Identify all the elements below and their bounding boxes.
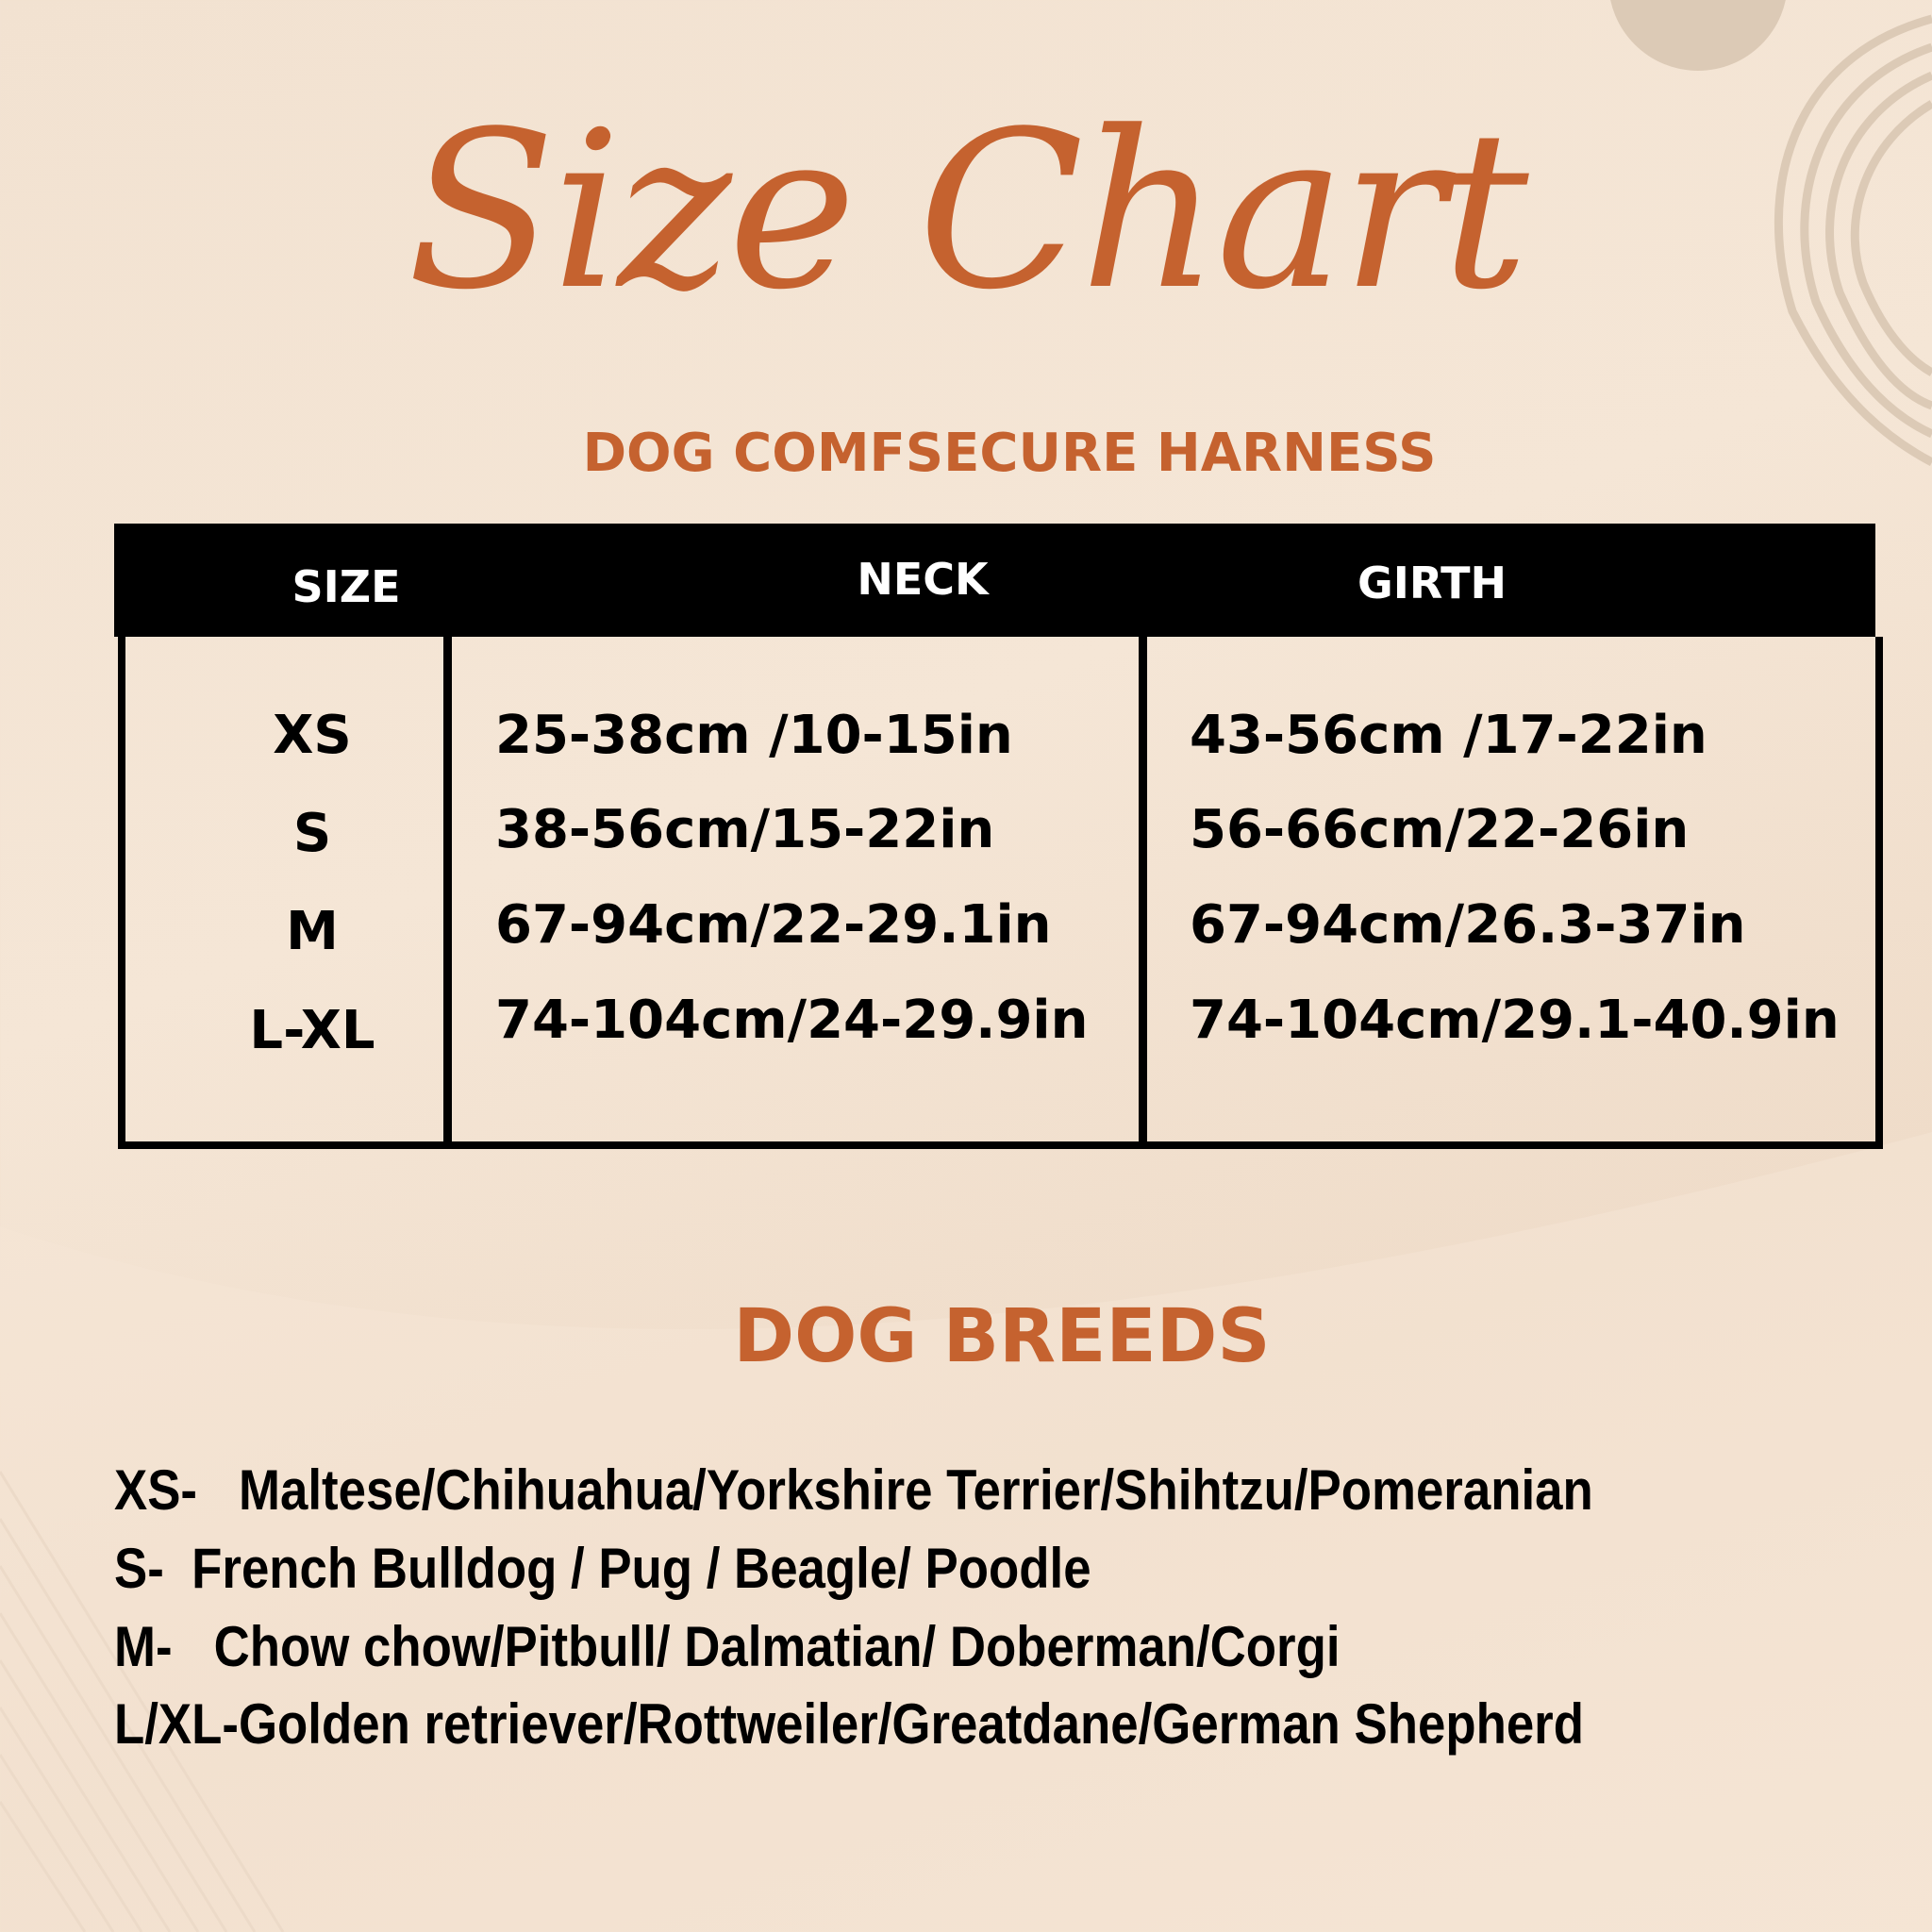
girth-cell: 74-104cm/29.1-40.9in (1190, 990, 1840, 1051)
size-cell: L-XL (249, 1000, 375, 1061)
table-header: SIZE NECK GIRTH (114, 524, 1875, 637)
breed-line-lxl: L/XL-Golden retriever/Rottweiler/Greatda… (114, 1692, 1584, 1756)
size-cell: XS (273, 705, 352, 766)
neck-cell: 38-56cm/15-22in (495, 799, 995, 860)
neck-cell: 67-94cm/22-29.1in (495, 894, 1052, 956)
breed-line-xs: XS- Maltese/Chihuahua/Yorkshire Terrier/… (114, 1458, 1593, 1522)
breed-line-s: S- French Bulldog / Pug / Beagle/ Poodle (114, 1537, 1091, 1600)
size-cell: S (292, 803, 332, 864)
neck-cell: 25-38cm /10-15in (495, 705, 1013, 766)
girth-cell: 43-56cm /17-22in (1190, 705, 1707, 766)
breed-line-m: M- Chow chow/Pitbull/ Dalmatian/ Doberma… (114, 1615, 1341, 1678)
page-title: Size Chart (407, 86, 1528, 338)
header-size: SIZE (291, 561, 401, 612)
size-table: SIZE NECK GIRTH XS 25-38cm /10-15in 43-5… (114, 524, 1883, 1149)
size-cell: M (286, 901, 339, 962)
girth-cell: 67-94cm/26.3-37in (1190, 894, 1746, 956)
header-girth: GIRTH (1357, 558, 1507, 608)
header-neck: NECK (857, 554, 989, 605)
column-divider (443, 637, 452, 1141)
table-body: XS 25-38cm /10-15in 43-56cm /17-22in S 3… (118, 637, 1883, 1149)
breeds-title: DOG BREEDS (733, 1294, 1271, 1379)
neck-cell: 74-104cm/24-29.9in (495, 990, 1089, 1051)
column-divider (1139, 637, 1147, 1141)
product-subtitle: DOG COMFSECURE HARNESS (582, 423, 1437, 484)
girth-cell: 56-66cm/22-26in (1190, 799, 1690, 860)
